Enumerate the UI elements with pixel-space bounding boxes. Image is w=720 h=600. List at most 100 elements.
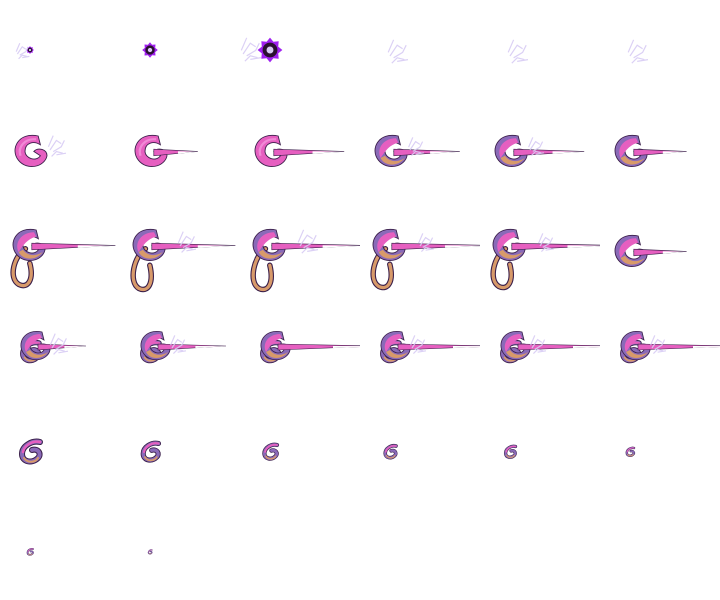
sprite-frame [480, 400, 600, 500]
sprite-frame-canvas [140, 330, 227, 364]
sprite-frame [240, 400, 360, 500]
smoke-wisp [528, 137, 545, 157]
smoke-wisp [650, 335, 667, 355]
sprite-frame-canvas [614, 234, 687, 267]
beam-trail [397, 343, 480, 351]
beam-trail [273, 148, 345, 157]
beam-trail [511, 242, 600, 251]
sprite-frame-canvas [140, 440, 162, 463]
hook-body [254, 134, 345, 167]
hook-body [500, 330, 600, 361]
tentacle-tail [370, 246, 394, 291]
sprite-frame [600, 300, 720, 400]
sprite-frame [120, 100, 240, 200]
sprite-frame [360, 0, 480, 100]
sprite-frame-canvas [490, 228, 600, 291]
beam-trail [517, 343, 600, 351]
sprite-frame-canvas [627, 39, 649, 64]
sprite-frame-canvas [142, 42, 158, 58]
sprite-frame [0, 100, 120, 200]
curl-remnant [625, 446, 636, 457]
smoke-wisp [408, 137, 425, 157]
beam-trail [393, 148, 460, 157]
sprite-frame [360, 100, 480, 200]
sprite-frame [0, 400, 120, 500]
sprite-frame [120, 500, 240, 600]
sprite-frame-canvas [250, 228, 360, 293]
hook-body [132, 228, 236, 261]
tentacle-tail [250, 246, 274, 293]
sprite-frame [360, 400, 480, 500]
curl-remnant [18, 438, 43, 465]
hook-body [252, 228, 360, 261]
hook-body [620, 330, 720, 361]
hook-body [492, 228, 600, 261]
sprite-frame [480, 0, 600, 100]
sprite-frame [120, 0, 240, 100]
hook-body [20, 330, 87, 361]
smoke-wisp [410, 335, 427, 355]
smoke-wisp [297, 229, 319, 254]
sprite-frame-canvas [14, 134, 67, 167]
sprite-frame [240, 0, 360, 100]
hook-body [614, 134, 687, 167]
smoke-wisp [530, 335, 547, 355]
sprite-frame [120, 200, 240, 300]
tentacle-tail [130, 246, 154, 293]
sprite-frame [0, 200, 120, 300]
beam-trail [153, 148, 198, 157]
sprite-frame [240, 300, 360, 400]
sprite-frame [360, 200, 480, 300]
sprite-frame [240, 200, 360, 300]
hook-body [494, 134, 585, 167]
hook-body [14, 134, 48, 167]
sprite-frame-canvas [26, 547, 34, 556]
sprite-frame-canvas [15, 42, 34, 60]
sprite-frame-canvas [254, 134, 345, 167]
sprite-frame [120, 300, 240, 400]
beam-trail [637, 343, 720, 351]
sprite-frame-canvas [494, 134, 585, 167]
sprite-frame-canvas [500, 330, 600, 364]
hook-body [134, 134, 198, 167]
hook-body [140, 330, 227, 361]
sprite-frame [240, 100, 360, 200]
beam-trail [633, 148, 687, 157]
curl-remnant [383, 443, 398, 460]
sprite-frame-canvas [20, 330, 87, 364]
beam-trail [157, 343, 227, 351]
sprite-frame [600, 100, 720, 200]
smoke-wisp [627, 39, 649, 64]
curl-remnant [503, 444, 518, 459]
sprite-frame-canvas [387, 39, 409, 64]
hook-body [380, 330, 480, 361]
smoke-wisp [240, 37, 262, 62]
sprite-frame [360, 300, 480, 400]
sprite-frame-canvas [18, 438, 43, 465]
smoke-wisp [507, 39, 529, 64]
hook-body [372, 228, 480, 261]
smoke-wisp [177, 231, 197, 253]
sprite-frame-canvas [147, 549, 153, 555]
sprite-frame-canvas [614, 134, 687, 167]
smoke-wisp [538, 233, 555, 253]
curl-remnant [26, 547, 34, 556]
sprite-frame-canvas [620, 330, 720, 364]
smoke-wisp [170, 335, 187, 355]
tentacle-tail [490, 246, 514, 291]
smoke-wisp [15, 42, 30, 60]
sprite-frame-canvas [240, 37, 283, 63]
beam-trail [271, 242, 360, 251]
sprite-frame-canvas [507, 39, 529, 64]
smoke-wisp [387, 39, 409, 64]
sprite-frame-canvas [130, 228, 236, 293]
smoke-wisp [418, 233, 435, 253]
sprite-frame-canvas [625, 446, 636, 457]
curl-remnant [147, 549, 153, 555]
beam-trail [391, 242, 480, 251]
spark-burst [257, 37, 283, 63]
hook-body [614, 234, 687, 267]
sprite-frame [480, 100, 600, 200]
beam-trail [633, 248, 687, 257]
